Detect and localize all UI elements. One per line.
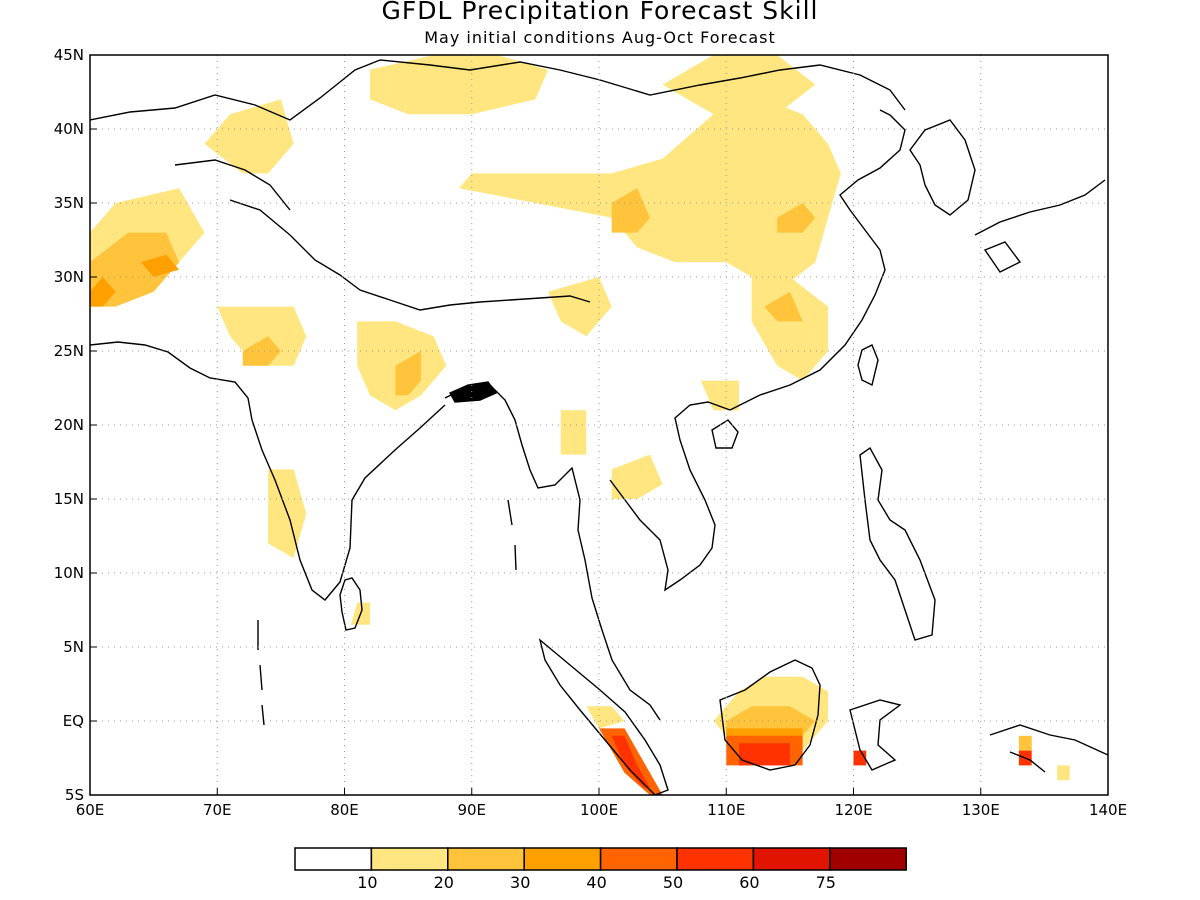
skill-region-level-1 (370, 55, 549, 115)
skill-region-level-1 (586, 706, 625, 729)
colorbar-label: 50 (663, 873, 683, 892)
border-central-asia (90, 59, 381, 211)
lat-tick-label: 40N (54, 120, 84, 138)
skill-region-level-1 (459, 99, 841, 292)
sri-lanka-outline (339, 577, 363, 631)
japan-outline (974, 179, 1106, 273)
lon-tick-label: 130E (962, 801, 1000, 819)
colorbar-label: 40 (586, 873, 606, 892)
skill-region-level-2 (764, 291, 803, 322)
skill-region-level-1 (611, 454, 663, 499)
chart-title: GFDL Precipitation Forecast Skill (381, 0, 819, 25)
colorbar-swatch (447, 847, 525, 871)
skill-regions (90, 55, 1070, 795)
axis-tick-labels: 60E 70E 80E 90E 100E 110E 120E 130E 140E 45N 40N 35… (54, 46, 1127, 819)
bangladesh-outline (449, 381, 498, 403)
lon-tick-label: 100E (580, 801, 618, 819)
skill-region-level-1 (548, 277, 612, 337)
lon-tick-label: 80E (330, 801, 359, 819)
chart-subtitle: May initial conditions Aug-Oct Forecast (424, 28, 776, 47)
lon-tick-label: 90E (457, 801, 486, 819)
lat-tick-label: 30N (54, 268, 84, 286)
skill-region-level-1 (217, 306, 307, 366)
coastline-indochina (444, 384, 661, 721)
skill-region-level-1 (1057, 765, 1070, 781)
sulawesi-outline (849, 699, 902, 771)
colorbar-swatch (829, 847, 907, 871)
coastline-outlines (90, 59, 1108, 795)
colorbar-swatch (676, 847, 755, 871)
philippines-outline (859, 446, 936, 641)
coastline-china (729, 109, 906, 411)
lat-tick-label: 5S (65, 786, 84, 804)
colorbar-label: 60 (739, 873, 759, 892)
andaman-outline (507, 499, 517, 571)
coastline-west (90, 341, 446, 601)
skill-region-level-3 (140, 254, 180, 277)
lat-tick-label: 15N (54, 490, 84, 508)
colorbar-label: 75 (816, 873, 836, 892)
colorbar-label: 10 (357, 873, 377, 892)
lat-tick-label: EQ (63, 712, 84, 730)
border-himalaya (229, 199, 591, 311)
korea-outline (909, 119, 976, 216)
colorbar-swatch (523, 847, 602, 871)
lat-tick-label: 35N (54, 194, 84, 212)
skill-region-level-1 (204, 99, 294, 174)
skill-region-level-1 (751, 277, 828, 381)
colorbar-swatch (370, 847, 449, 871)
lon-tick-label: 70E (203, 801, 232, 819)
taiwan-outline (857, 344, 879, 387)
skill-region-level-2 (611, 188, 650, 233)
axis-ticks (89, 54, 1109, 796)
colorbar-legend: 10 20 30 40 50 60 75 (294, 847, 907, 892)
borneo-outline (719, 659, 821, 771)
skill-region-level-1 (662, 55, 816, 115)
colorbar-swatch (752, 847, 831, 871)
maldives-outline (257, 620, 265, 726)
lat-tick-label: 25N (54, 342, 84, 360)
new-guinea-outline (989, 724, 1108, 773)
lon-tick-label: 120E (834, 801, 872, 819)
skill-region-level-5 (611, 735, 650, 788)
lat-tick-label: 20N (54, 416, 84, 434)
skill-region-level-2 (242, 336, 281, 366)
colorbar-swatch (294, 847, 373, 871)
hainan-outline (711, 419, 739, 449)
sumatra-outline (538, 638, 669, 795)
skill-region-level-2 (395, 351, 421, 396)
lon-tick-label: 140E (1089, 801, 1127, 819)
coastline-vietnam (609, 401, 731, 592)
skill-region-level-3 (90, 277, 116, 307)
lon-tick-label: 110E (707, 801, 745, 819)
colorbar-label: 20 (434, 873, 454, 892)
skill-region-level-2 (1018, 735, 1032, 751)
lon-tick-label: 60E (76, 801, 105, 819)
skill-region-level-5 (739, 743, 790, 766)
colorbar-swatch (599, 847, 678, 871)
skill-region-level-1 (560, 410, 587, 455)
lat-tick-label: 5N (63, 638, 84, 656)
colorbar-label: 30 (510, 873, 530, 892)
lat-tick-label: 45N (54, 46, 84, 64)
skill-region-level-2 (777, 203, 816, 233)
lat-tick-label: 10N (54, 564, 84, 582)
